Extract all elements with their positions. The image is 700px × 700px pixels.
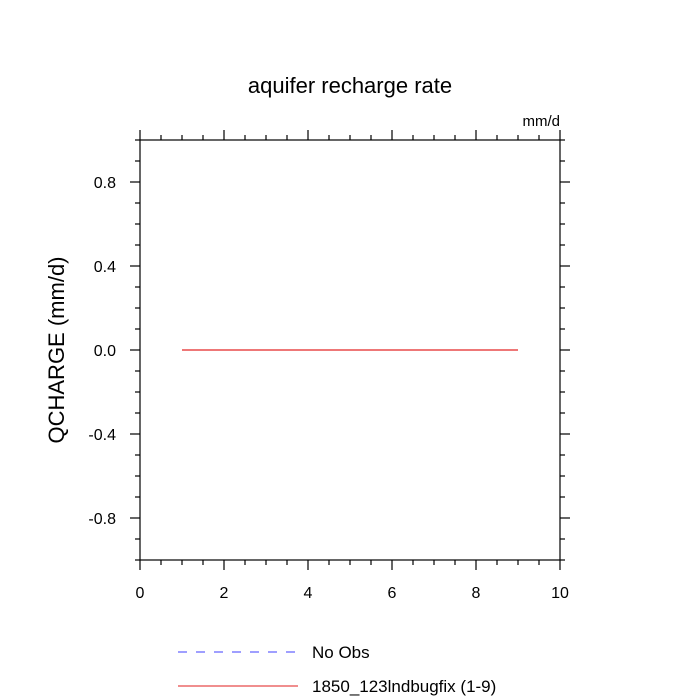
units-label: mm/d	[523, 113, 561, 130]
legend-label: 1850_123lndbugfix (1-9)	[312, 677, 496, 696]
legend: No Obs 1850_123lndbugfix (1-9)	[178, 643, 496, 696]
x-tick-label: 6	[388, 585, 397, 602]
legend-label: No Obs	[312, 643, 370, 662]
y-tick-label: 0.4	[94, 259, 116, 276]
x-tick-label: 0	[136, 585, 145, 602]
x-tick-label: 8	[472, 585, 481, 602]
chart-title: aquifer recharge rate	[248, 73, 452, 98]
axis-tick-labels: 0 2 4 6 8 10 -0.8 -0.4 0.0 0.4 0.8	[88, 175, 569, 602]
y-tick-label: 0.0	[94, 343, 116, 360]
y-tick-label: -0.4	[88, 427, 116, 444]
y-tick-label: 0.8	[94, 175, 116, 192]
y-tick-label: -0.8	[88, 511, 116, 528]
x-tick-label: 4	[304, 585, 313, 602]
axis-ticks	[130, 130, 570, 570]
x-tick-label: 10	[551, 585, 569, 602]
x-tick-label: 2	[220, 585, 229, 602]
y-axis-label: QCHARGE (mm/d)	[44, 257, 69, 444]
